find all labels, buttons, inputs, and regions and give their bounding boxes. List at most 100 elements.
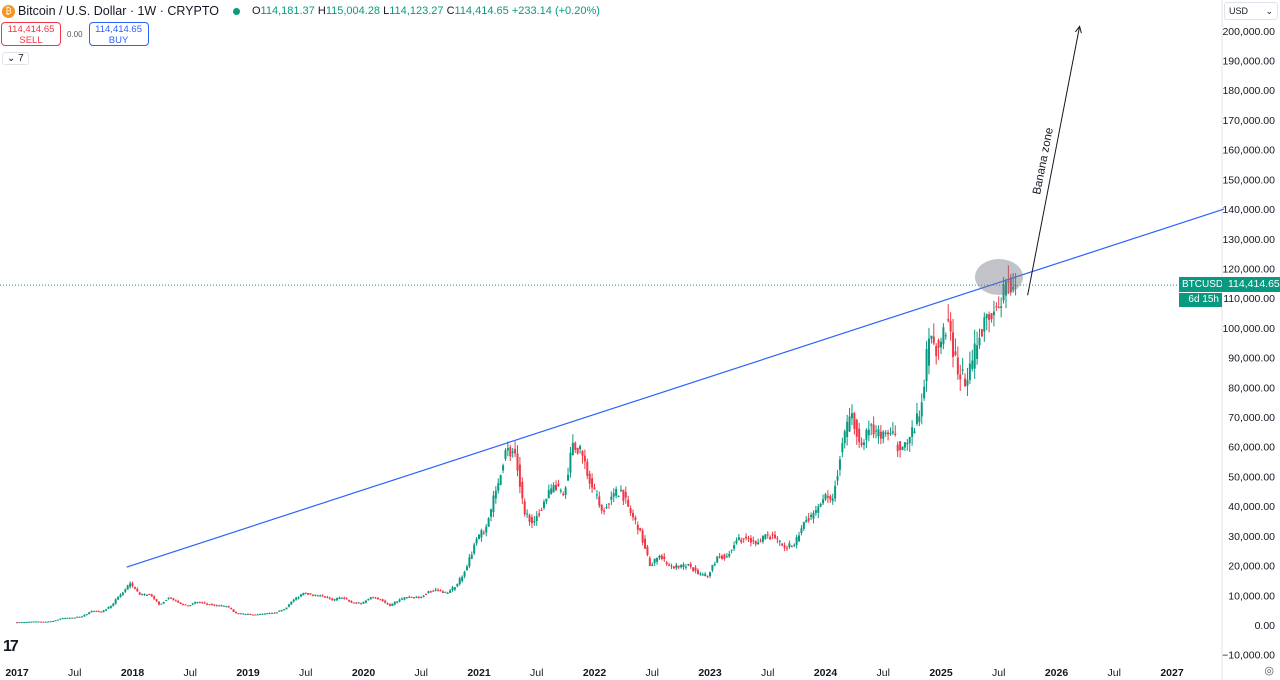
candle-down — [562, 493, 565, 495]
candle-down — [237, 613, 240, 615]
time-tick-label: Jul — [415, 667, 428, 679]
candle-down — [150, 594, 153, 597]
candle-up — [196, 602, 199, 604]
candle-up — [535, 515, 538, 522]
candle-up — [891, 431, 894, 434]
candle-up — [802, 522, 805, 529]
price-tick-label: 140,000.00 — [1222, 204, 1275, 216]
candle-down — [935, 346, 938, 357]
price-tick-label: 20,000.00 — [1228, 561, 1275, 573]
tradingview-logo[interactable]: 17 — [3, 638, 19, 655]
candle-up — [405, 597, 408, 599]
candle-up — [165, 600, 168, 602]
candle-up — [225, 606, 228, 608]
candle-up — [220, 605, 223, 607]
candle-down — [786, 547, 788, 549]
candle-up — [1004, 281, 1007, 296]
bar-countdown-badge: 6d 15h — [1179, 293, 1222, 307]
settings-icon[interactable]: ◎ — [1264, 665, 1274, 677]
candle-up — [848, 416, 851, 432]
candle-down — [138, 592, 141, 595]
candle-down — [230, 607, 233, 610]
candle-up — [850, 413, 853, 419]
candle-up — [314, 594, 317, 596]
candle-down — [588, 473, 591, 484]
candle-down — [540, 510, 543, 512]
candle-up — [93, 610, 95, 612]
candle-down — [429, 591, 432, 593]
candle-down — [386, 603, 389, 605]
candle-up — [610, 496, 613, 500]
candle-down — [855, 419, 858, 437]
close-value: 114,414.65 — [454, 5, 509, 17]
candle-up — [473, 544, 476, 554]
trendline — [126, 208, 1225, 568]
candle-up — [653, 558, 656, 564]
candle-down — [417, 596, 420, 598]
buy-button[interactable]: 114,414.65 BUY — [88, 22, 149, 46]
candle-down — [184, 604, 187, 606]
price-tick-label: 150,000.00 — [1222, 174, 1275, 186]
candle-up — [369, 597, 372, 600]
candle-down — [646, 546, 649, 556]
candle-up — [884, 432, 887, 434]
time-tick-label: 2018 — [121, 667, 145, 679]
candle-up — [940, 341, 942, 348]
candle-up — [367, 599, 370, 601]
currency-select[interactable]: USD ⌄ — [1224, 2, 1278, 20]
indicators-toggle[interactable]: ⌄ 7 — [2, 52, 29, 65]
symbol-title[interactable]: Bitcoin / U.S. Dollar · 1W · CRYPTO — [18, 4, 219, 18]
candle-up — [393, 602, 396, 605]
candle-up — [102, 610, 105, 613]
candle-down — [172, 598, 175, 601]
price-tick-label: 30,000.00 — [1228, 531, 1275, 543]
candle-up — [336, 598, 339, 601]
candle-up — [259, 613, 262, 615]
candle-up — [117, 596, 120, 600]
candle-down — [408, 596, 411, 598]
chevron-down-icon: ⌄ — [1265, 6, 1273, 16]
candle-up — [846, 421, 849, 438]
candle-up — [506, 448, 509, 451]
candle-down — [668, 564, 671, 566]
candle-down — [639, 527, 642, 531]
time-tick-label: 2022 — [583, 667, 607, 679]
candle-down — [807, 517, 810, 521]
candle-down — [899, 441, 902, 451]
candle-up — [47, 621, 50, 623]
candle-up — [550, 488, 553, 494]
candle-up — [569, 452, 572, 473]
candle-up — [427, 591, 430, 594]
candle-up — [283, 609, 286, 611]
symbol-badge: BTCUSD — [1179, 277, 1227, 292]
candle-up — [737, 537, 740, 541]
candle-down — [956, 357, 959, 375]
candle-down — [516, 453, 519, 471]
candle-up — [468, 557, 471, 567]
candle-up — [109, 605, 112, 608]
candle-up — [682, 564, 685, 568]
candle-up — [83, 614, 86, 617]
candle-up — [465, 566, 468, 571]
candle-up — [364, 600, 367, 603]
candle-down — [749, 538, 752, 543]
candle-up — [453, 587, 456, 590]
candle-down — [328, 597, 331, 599]
candle-up — [278, 610, 281, 612]
candle-up — [497, 483, 500, 491]
candle-down — [600, 504, 603, 511]
candle-up — [824, 494, 827, 500]
candle-up — [145, 594, 148, 596]
candle-up — [319, 595, 322, 597]
candle-down — [937, 339, 940, 348]
candle-up — [728, 553, 731, 557]
candle-down — [521, 482, 524, 499]
candle-up — [73, 617, 76, 619]
candle-up — [870, 424, 873, 426]
candle-down — [71, 617, 74, 619]
sell-button[interactable]: 114,414.65 SELL — [1, 22, 61, 46]
candle-up — [52, 620, 55, 622]
candle-up — [449, 590, 452, 593]
candle-down — [321, 595, 324, 597]
